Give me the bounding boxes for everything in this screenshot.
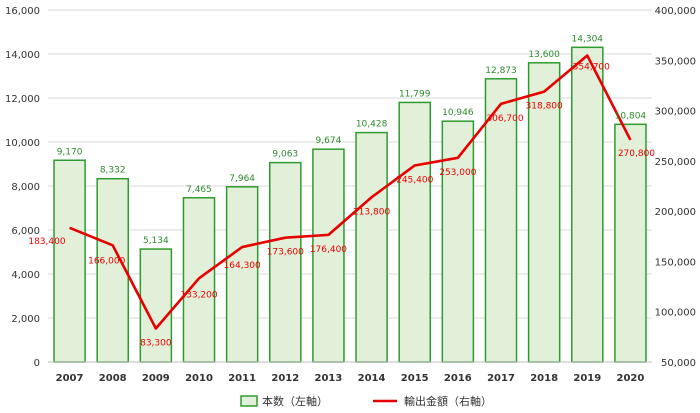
- bar: [527, 62, 561, 363]
- bar-data-label: 10,804: [615, 111, 647, 121]
- line-data-label: 354,700: [573, 63, 610, 73]
- bar: [484, 78, 518, 363]
- bar: [312, 148, 345, 363]
- gridlines: [48, 9, 652, 319]
- line-series-path: [69, 54, 632, 330]
- x-tick-label: 2012: [271, 373, 299, 384]
- line-data-label: 306,700: [486, 114, 523, 124]
- y-right-tick-label: 300,000: [655, 107, 696, 118]
- y-left-tick-label: 4,000: [11, 270, 40, 281]
- y-right-tick-label: 50,000: [661, 358, 696, 369]
- line-data-label: 83,300: [140, 339, 172, 349]
- bar: [53, 159, 86, 363]
- bar: [441, 120, 475, 363]
- bar-data-label: 10,946: [442, 108, 474, 118]
- y-left-tick-label: 6,000: [11, 226, 40, 237]
- y-left-tick-label: 16,000: [5, 6, 40, 17]
- line-data-label: 245,400: [396, 175, 433, 185]
- line-data-label: 133,200: [180, 290, 217, 300]
- x-tick-label: 2009: [142, 373, 170, 384]
- bar: [269, 161, 302, 363]
- axes: 0 2,000 4,000 6,000 8,000 10,000 12,000 14,000 1…: [5, 6, 696, 384]
- line-series: [69, 54, 632, 330]
- y-left-tick-label: 2,000: [11, 314, 40, 325]
- x-tick-label: 2015: [401, 373, 429, 384]
- x-tick-label: 2020: [617, 373, 645, 384]
- legend-label-bars: 本数（左軸）: [262, 394, 328, 408]
- bar-data-label: 14,304: [572, 34, 604, 44]
- y-right-tick-label: 400,000: [655, 6, 696, 17]
- y-left-tick-label: 14,000: [5, 50, 40, 61]
- line-data-label: 173,600: [267, 248, 304, 258]
- bar: [355, 131, 388, 363]
- y-right-tick-label: 100,000: [655, 308, 696, 319]
- x-tick-label: 2016: [444, 373, 472, 384]
- bar-data-label: 5,134: [143, 236, 169, 246]
- bar-data-label: 9,063: [272, 150, 298, 160]
- legend-swatch-bars: [240, 395, 258, 407]
- line-data-label: 166,000: [88, 256, 125, 266]
- y-left-tick-label: 8,000: [11, 182, 40, 193]
- line-data-label: 176,400: [310, 245, 347, 255]
- line-data-label: 270,800: [618, 149, 655, 159]
- line-data-label: 213,800: [353, 207, 390, 217]
- bar: [614, 123, 647, 363]
- bar: [398, 101, 431, 363]
- line-data-label: 253,000: [439, 168, 476, 178]
- x-tick-label: 2011: [228, 373, 256, 384]
- bar: [96, 177, 129, 363]
- x-tick-label: 2019: [573, 373, 601, 384]
- y-left-tick-label: 12,000: [5, 94, 40, 105]
- x-tick-label: 2013: [315, 373, 343, 384]
- y-right-tick-label: 200,000: [655, 207, 696, 218]
- x-tick-label: 2007: [56, 373, 84, 384]
- bar: [139, 248, 173, 363]
- x-tick-label: 2014: [358, 373, 386, 384]
- legend-label-line: 輸出金額（右軸）: [404, 394, 492, 408]
- bar-data-label: 10,428: [356, 120, 388, 130]
- x-tick-label: 2008: [99, 373, 127, 384]
- bar-data-label: 13,600: [528, 50, 560, 60]
- data-labels: 9,170 8,332 5,134 7,465 7,964 9,063 9,674 10,42…: [28, 34, 655, 348]
- line-data-label: 183,400: [28, 237, 65, 247]
- y-right-tick-label: 350,000: [655, 56, 696, 67]
- bar-data-label: 7,465: [186, 185, 212, 195]
- x-tick-label: 2017: [487, 373, 515, 384]
- y-right-tick-label: 150,000: [655, 257, 696, 268]
- line-data-label: 318,800: [526, 102, 563, 112]
- x-tick-label: 2010: [185, 373, 213, 384]
- legend: 本数（左軸） 輸出金額（右軸）: [240, 394, 492, 408]
- y-right-tick-label: 250,000: [655, 157, 696, 168]
- bar-data-label: 8,332: [100, 166, 126, 176]
- bar: [225, 186, 259, 363]
- x-tick-label: 2018: [530, 373, 558, 384]
- bar-data-label: 12,873: [485, 66, 517, 76]
- line-data-label: 164,300: [224, 261, 261, 271]
- bar-data-label: 11,799: [399, 89, 431, 99]
- bar-data-label: 7,964: [229, 174, 255, 184]
- bar-data-label: 9,674: [316, 136, 342, 146]
- bar: [571, 46, 604, 363]
- y-left-tick-label: 10,000: [5, 138, 40, 149]
- bar-data-label: 9,170: [57, 147, 83, 157]
- bar-series: [53, 46, 647, 363]
- y-left-tick-label: 0: [34, 358, 40, 369]
